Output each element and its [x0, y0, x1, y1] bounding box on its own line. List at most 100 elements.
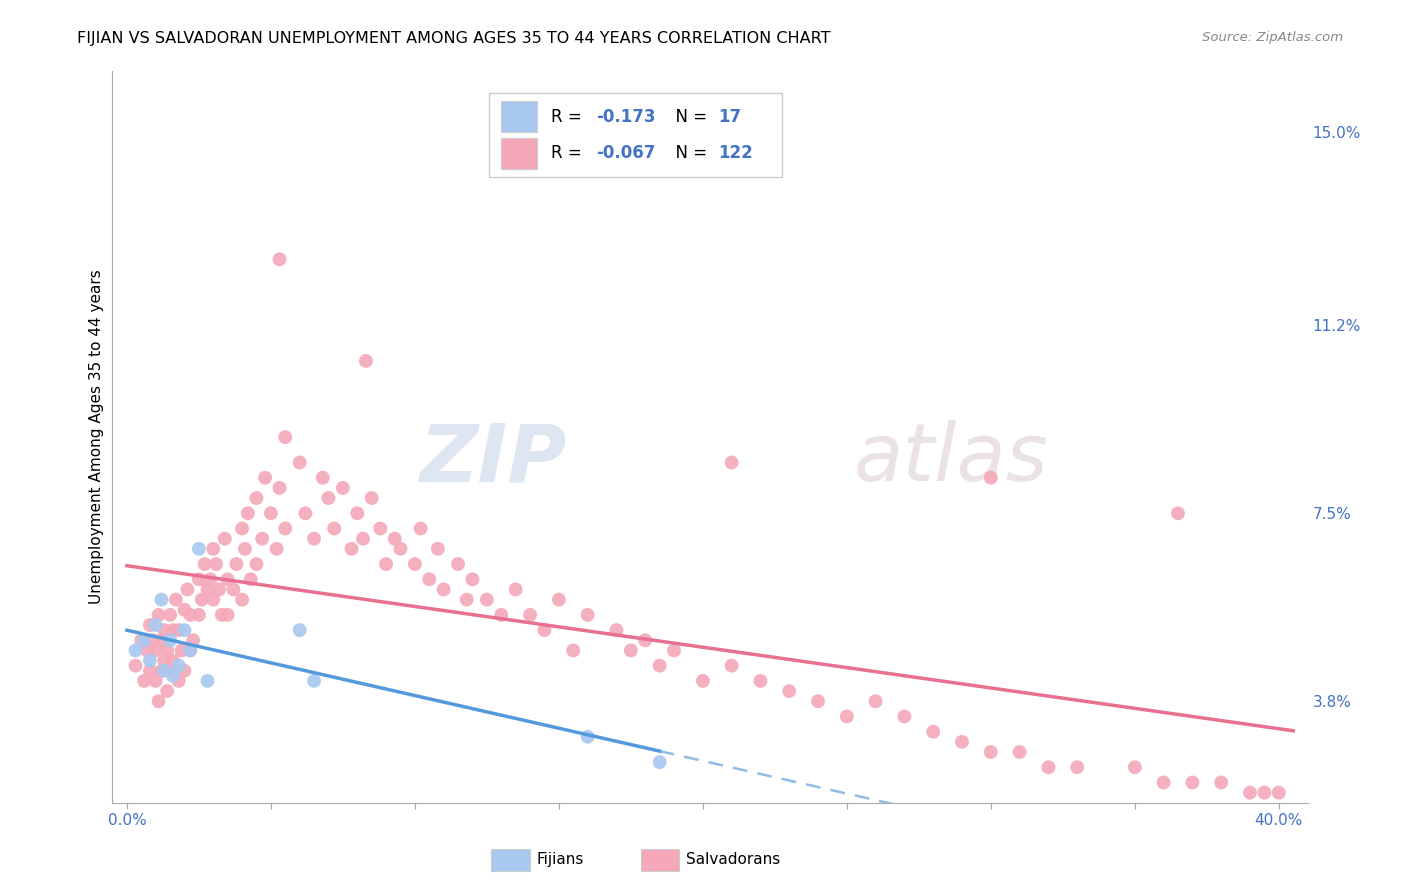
Point	[354, 354, 377, 368]
Point	[187, 572, 209, 586]
Point	[190, 592, 212, 607]
Point	[173, 603, 195, 617]
Text: ZIP: ZIP	[419, 420, 567, 498]
Point	[950, 735, 973, 749]
Point	[139, 618, 162, 632]
FancyBboxPatch shape	[641, 849, 679, 871]
Point	[1253, 786, 1275, 800]
Point	[648, 755, 671, 769]
Point	[576, 730, 599, 744]
Point	[1066, 760, 1088, 774]
Point	[134, 673, 156, 688]
Text: -0.067: -0.067	[596, 145, 655, 162]
Point	[208, 582, 231, 597]
Point	[145, 673, 167, 688]
Point	[239, 572, 262, 586]
Point	[179, 643, 201, 657]
Point	[922, 724, 945, 739]
Point	[136, 643, 159, 657]
Point	[124, 643, 146, 657]
Point	[288, 623, 311, 637]
Point	[288, 455, 311, 469]
Point	[159, 633, 181, 648]
Point	[426, 541, 449, 556]
Point	[418, 572, 440, 586]
Point	[1268, 786, 1291, 800]
Point	[231, 521, 253, 535]
Point	[162, 669, 184, 683]
Point	[179, 607, 201, 622]
Point	[505, 582, 527, 597]
Point	[269, 252, 291, 267]
Point	[156, 643, 179, 657]
Point	[375, 557, 398, 571]
Point	[519, 607, 541, 622]
Point	[167, 623, 190, 637]
Point	[318, 491, 340, 505]
Point	[491, 607, 513, 622]
Point	[254, 471, 277, 485]
Point	[187, 541, 209, 556]
Point	[179, 643, 201, 657]
Point	[139, 654, 162, 668]
Point	[605, 623, 627, 637]
Point	[194, 557, 217, 571]
Point	[202, 541, 225, 556]
Point	[170, 643, 193, 657]
Point	[217, 607, 239, 622]
Point	[145, 643, 167, 657]
Point	[202, 592, 225, 607]
Point	[148, 607, 170, 622]
Point	[807, 694, 830, 708]
Point	[475, 592, 498, 607]
Point	[1008, 745, 1031, 759]
Point	[1153, 775, 1175, 789]
Point	[134, 633, 156, 648]
Point	[720, 455, 742, 469]
Point	[167, 658, 190, 673]
Point	[162, 623, 184, 637]
Point	[332, 481, 354, 495]
Point	[1211, 775, 1233, 789]
Point	[150, 633, 173, 648]
Point	[197, 673, 219, 688]
Text: FIJIAN VS SALVADORAN UNEMPLOYMENT AMONG AGES 35 TO 44 YEARS CORRELATION CHART: FIJIAN VS SALVADORAN UNEMPLOYMENT AMONG …	[77, 31, 831, 46]
Point	[340, 541, 363, 556]
Point	[245, 491, 267, 505]
Point	[547, 592, 569, 607]
Point	[167, 673, 190, 688]
Point	[980, 745, 1002, 759]
Point	[173, 623, 195, 637]
Point	[225, 557, 247, 571]
Point	[749, 673, 772, 688]
Point	[1167, 506, 1189, 520]
Point	[720, 658, 742, 673]
Point	[153, 664, 176, 678]
Point	[217, 572, 239, 586]
Point	[835, 709, 858, 723]
Point	[153, 654, 176, 668]
Point	[447, 557, 470, 571]
Point	[266, 541, 288, 556]
Text: Fijians: Fijians	[537, 853, 583, 867]
Point	[346, 506, 368, 520]
Point	[1239, 786, 1261, 800]
Text: Source: ZipAtlas.com: Source: ZipAtlas.com	[1202, 31, 1343, 45]
Point	[173, 664, 195, 678]
Point	[187, 607, 209, 622]
Text: N =: N =	[665, 145, 711, 162]
FancyBboxPatch shape	[489, 94, 782, 178]
Point	[274, 521, 297, 535]
Point	[159, 607, 181, 622]
Point	[129, 633, 152, 648]
Point	[384, 532, 406, 546]
Point	[648, 658, 671, 673]
Point	[233, 541, 256, 556]
Point	[1038, 760, 1060, 774]
Text: N =: N =	[665, 108, 711, 126]
Point	[352, 532, 374, 546]
Point	[692, 673, 714, 688]
Point	[150, 664, 173, 678]
Text: 122: 122	[718, 145, 754, 162]
Point	[433, 582, 456, 597]
